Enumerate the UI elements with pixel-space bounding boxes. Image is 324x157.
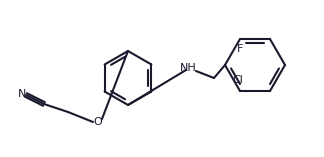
Text: N: N xyxy=(18,89,26,99)
Text: NH: NH xyxy=(179,63,196,73)
Text: Cl: Cl xyxy=(233,75,243,85)
Text: F: F xyxy=(237,44,243,54)
Text: O: O xyxy=(94,117,102,127)
